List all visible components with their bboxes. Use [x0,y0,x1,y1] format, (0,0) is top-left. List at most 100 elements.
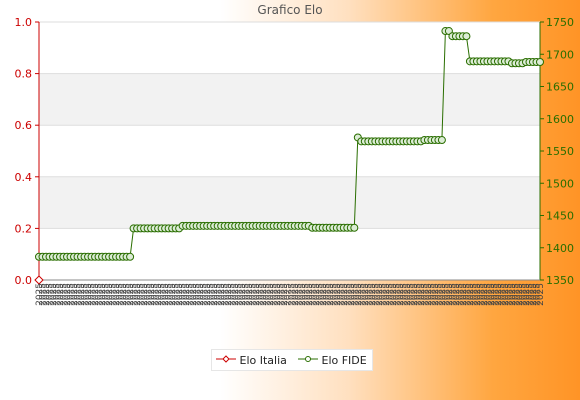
x-tick-label: 2025 [291,283,301,306]
x-tick-label: 2025 [315,283,325,306]
x-tick-label: 2025 [459,283,469,306]
x-tick-label: 2025 [347,283,357,306]
x-tick-label: 2025 [399,283,409,306]
x-tick-label: 2025 [403,283,413,306]
x-tick-label: 2025 [245,283,255,306]
x-tick-label: 2025 [441,283,451,306]
legend-italia-label: Elo Italia [239,354,287,367]
x-tick-label: 2025 [210,283,220,306]
left-axis-tick-label: 0.4 [15,171,33,184]
x-tick-label: 2025 [301,283,311,306]
x-tick-label: 2025 [294,283,304,306]
x-tick-label: 2025 [287,283,297,306]
data-point-fide [350,223,359,232]
x-tick-label: 2025 [256,283,266,306]
x-tick-label: 2025 [308,283,318,306]
x-tick-label: 2025 [144,283,154,306]
x-tick-label: 2025 [476,283,486,306]
x-tick-label: 2025 [445,283,455,306]
x-tick-label: 2025 [193,283,203,306]
x-tick-label: 2025 [196,283,206,306]
x-tick-label: 2025 [431,283,441,306]
left-axis-tick-label: 0.2 [15,222,33,235]
x-tick-label: 2025 [242,283,252,306]
x-tick-label: 2025 [70,283,80,306]
legend-fide-label: Elo FIDE [321,354,367,367]
x-tick-label: 2025 [63,283,73,306]
x-tick-label: 2025 [88,283,98,306]
grid-band [39,73,540,126]
x-tick-label: 2025 [172,283,182,306]
right-axis-tick-label: 1450 [546,210,574,223]
x-tick-label: 2025 [91,283,101,306]
x-tick-label: 2025 [508,283,518,306]
data-point-fide [536,57,544,66]
x-tick-label: 2025 [133,283,143,306]
x-tick-label: 2025 [361,283,371,306]
x-tick-label: 2025 [378,283,388,306]
x-tick-label: 2025 [333,283,343,306]
x-tick-label: 2025 [518,283,528,306]
x-tick-label: 2025 [203,283,213,306]
x-tick-label: 2025 [123,283,133,306]
x-tick-label: 2025 [56,283,66,306]
chart-title: Grafico Elo [257,3,323,17]
x-tick-label: 2025 [515,283,525,306]
right-axis-tick-label: 1650 [546,81,574,94]
x-tick-label: 2025 [189,283,199,306]
x-tick-label: 2025 [466,283,476,306]
x-tick-label: 2025 [186,283,196,306]
x-tick-label: 2025 [490,283,500,306]
x-tick-label: 2025 [137,283,147,306]
x-tick-label: 2025 [270,283,280,306]
x-tick-label: 2025 [511,283,521,306]
x-tick-label: 2025 [280,283,290,306]
x-tick-label: 2025 [532,283,542,306]
x-tick-label: 2025 [158,283,168,306]
x-tick-label: 2025 [126,283,136,306]
x-tick-label: 2025 [529,283,539,306]
x-tick-label: 2025 [455,283,465,306]
x-tick-label: 2025 [154,283,164,306]
data-point-italia [34,275,44,285]
x-tick-label: 2025 [326,283,336,306]
x-tick-label: 2025 [81,283,91,306]
x-tick-label: 2025 [228,283,238,306]
x-tick-label: 2025 [175,283,185,306]
right-axis-tick-label: 1400 [546,242,574,255]
x-tick-label: 2025 [273,283,283,306]
x-tick-label: 2025 [74,283,84,306]
x-tick-label: 2025 [413,283,423,306]
x-tick-label: 2025 [200,283,210,306]
x-tick-label: 2025 [329,283,339,306]
x-tick-label: 2025 [207,283,217,306]
x-tick-label: 2025 [179,283,189,306]
x-tick-label: 2025 [448,283,458,306]
x-tick-label: 2025 [221,283,231,306]
x-tick-label: 2025 [252,283,262,306]
x-tick-label: 2025 [168,283,178,306]
x-tick-label: 2025 [95,283,105,306]
x-tick-label: 2025 [340,283,350,306]
x-tick-label: 2025 [224,283,234,306]
x-tick-label: 2025 [392,283,402,306]
x-tick-label: 2025 [396,283,406,306]
x-tick-label: 2025 [266,283,276,306]
x-tick-label: 2025 [420,283,430,306]
x-tick-label: 2025 [417,283,427,306]
x-tick-label: 2025 [60,283,70,306]
legend: Elo Italia Elo FIDE [211,349,373,371]
x-tick-label: 2025 [483,283,493,306]
x-tick-label: 2025 [214,283,224,306]
x-tick-label: 2025 [382,283,392,306]
x-tick-label: 2025 [165,283,175,306]
x-tick-label: 2025 [462,283,472,306]
x-tick-label: 2025 [140,283,150,306]
x-tick-label: 2025 [116,283,126,306]
x-tick-label: 2025 [343,283,353,306]
x-tick-label: 2025 [497,283,507,306]
legend-item-italia: Elo Italia [216,353,287,367]
x-tick-label: 2025 [385,283,395,306]
x-tick-label: 2025 [67,283,77,306]
